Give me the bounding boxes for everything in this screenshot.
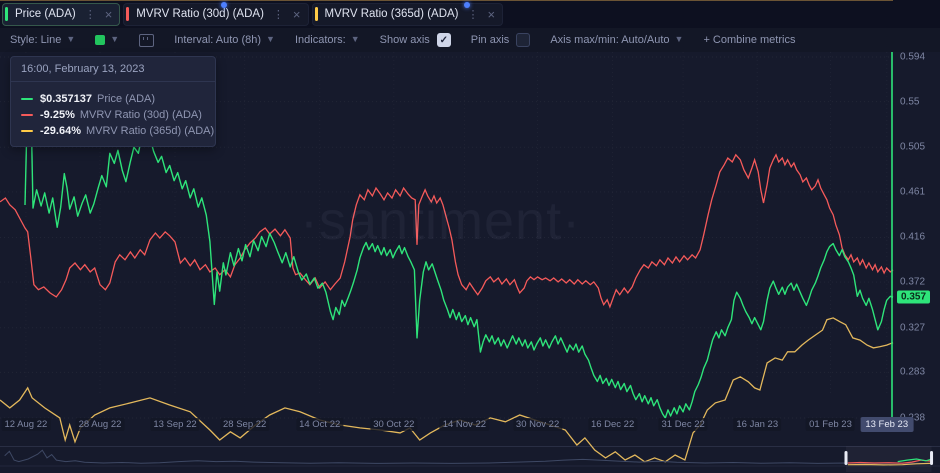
series-dash-icon [21, 98, 33, 100]
navigator-divider [0, 446, 940, 447]
price-tick-label: 0.416 [900, 231, 926, 243]
indicators-label: Indicators: [294, 34, 346, 46]
kebab-menu-icon[interactable]: ⋮ [272, 8, 284, 21]
price-tick-label: 0.594 [900, 51, 926, 63]
date-tick-label: 01 Feb 23 [806, 418, 855, 431]
toolbar: Style: Line ▼ ▼ Interval: Auto (8h) ▼ In… [0, 28, 940, 52]
tooltip-row: $0.357137 Price (ADA) [21, 93, 205, 105]
date-tick-label: 16 Dec 22 [587, 418, 638, 431]
axis-maxmin-label: Axis max/min: Auto/Auto [550, 34, 670, 46]
interval-label: Interval: Auto (8h) [174, 34, 262, 46]
date-tick-label: 28 Sep 22 [220, 418, 270, 431]
cursor-date-badge: 13 Feb 23 [860, 417, 914, 432]
price-tick-label: 0.327 [900, 322, 926, 334]
date-tick-label: 13 Sep 22 [150, 418, 200, 431]
navigator-mini-line [847, 459, 931, 464]
date-tick-label: 12 Aug 22 [1, 418, 51, 431]
chevron-down-icon: ▼ [350, 34, 360, 44]
chevron-down-icon: ▼ [674, 34, 684, 44]
metric-tab-2[interactable]: MVRV Ratio (30d) (ADA) ⋮ × [123, 2, 309, 26]
kebab-menu-icon[interactable]: ⋮ [84, 8, 96, 21]
current-price-badge: 0.357 [897, 290, 931, 304]
tab-label: MVRV Ratio (365d) (ADA) [324, 8, 459, 20]
date-tick-label: 30 Oct 22 [370, 418, 418, 431]
tooltip-metric-name: MVRV Ratio (365d) (ADA) [85, 125, 215, 137]
combine-metrics-label: + Combine metrics [703, 34, 796, 46]
show-axis-toggle[interactable]: Show axis ✓ [380, 33, 451, 47]
style-label: Style: Line [10, 34, 62, 46]
date-tick-label: 16 Jan 23 [733, 418, 782, 431]
pin-axis-toggle[interactable]: Pin axis [471, 33, 531, 47]
metric-color-bar [126, 7, 130, 21]
interval-dropdown[interactable]: Interval: Auto (8h) ▼ [174, 34, 275, 46]
navigator-mini-line [897, 458, 931, 463]
price-tick-label: 0.55 [900, 96, 920, 108]
mvrv365-line [0, 317, 894, 463]
axis-maxmin-dropdown[interactable]: Axis max/min: Auto/Auto ▼ [550, 34, 683, 46]
chart-tooltip: 16:00, February 13, 2023 $0.357137 Price … [10, 56, 216, 147]
indicators-dropdown[interactable]: Indicators: ▼ [295, 34, 360, 46]
notification-dot [221, 2, 227, 8]
price-line [24, 67, 894, 419]
tab-label: MVRV Ratio (30d) (ADA) [136, 8, 264, 20]
metric-tab-1[interactable]: Price (ADA) ⋮ × [2, 2, 121, 26]
tooltip-value: -9.25% [40, 109, 75, 121]
style-dropdown[interactable]: Style: Line ▼ [10, 34, 75, 46]
close-icon[interactable]: × [104, 6, 113, 22]
color-swatch [95, 35, 106, 45]
close-icon[interactable]: × [487, 6, 496, 22]
tooltip-timestamp: 16:00, February 13, 2023 [11, 57, 215, 82]
navigator-mini-line [847, 462, 931, 466]
price-tick-label: 0.505 [900, 141, 926, 153]
navigator-handle[interactable] [844, 451, 848, 465]
pin-axis-label: Pin axis [470, 34, 510, 46]
price-tick-label: 0.461 [900, 186, 926, 198]
navigator-handle[interactable] [930, 451, 934, 465]
chevron-down-icon: ▼ [110, 34, 120, 44]
kebab-menu-icon[interactable]: ⋮ [467, 8, 479, 21]
close-icon[interactable]: × [292, 6, 301, 22]
price-tick-label: 0.372 [900, 276, 926, 288]
mvrv30-line [0, 153, 894, 309]
show-axis-checkbox[interactable]: ✓ [436, 33, 451, 47]
chart-bounds-icon [139, 33, 155, 47]
date-tick-label: 31 Dec 22 [658, 418, 708, 431]
navigator-preview-line [4, 449, 931, 464]
combine-metrics-button[interactable]: + Combine metrics [703, 34, 795, 46]
date-tick-label: 14 Oct 22 [296, 418, 344, 431]
tab-label: Price (ADA) [15, 8, 76, 20]
show-axis-label: Show axis [379, 34, 430, 46]
metric-color-bar [5, 7, 8, 21]
chart-bounds-button[interactable] [139, 33, 155, 47]
color-swatch-dropdown[interactable]: ▼ [95, 34, 120, 45]
date-tick-label: 28 Aug 22 [75, 418, 125, 431]
tab-bar: Price (ADA) ⋮ × MVRV Ratio (30d) (ADA) ⋮ × MVR… [0, 0, 940, 28]
tooltip-row: -9.25% MVRV Ratio (30d) (ADA) [21, 109, 205, 121]
metric-color-bar [314, 7, 318, 21]
tooltip-value: $0.357137 [40, 93, 92, 105]
tooltip-metric-name: MVRV Ratio (30d) (ADA) [79, 109, 202, 121]
chevron-down-icon: ▼ [66, 34, 76, 44]
tooltip-metric-name: Price (ADA) [97, 93, 156, 105]
chevron-down-icon: ▼ [266, 34, 275, 44]
date-tick-label: 30 Nov 22 [512, 418, 563, 431]
date-tick-label: 14 Nov 22 [439, 418, 490, 431]
notification-dot [464, 2, 470, 8]
series-dash-icon [21, 130, 33, 132]
tooltip-row: -29.64% MVRV Ratio (365d) (ADA) [21, 125, 214, 137]
series-dash-icon [21, 114, 33, 116]
price-axis-line [891, 52, 893, 418]
tooltip-value: -29.64% [40, 125, 81, 137]
price-tick-label: 0.283 [900, 366, 926, 378]
pin-axis-checkbox[interactable] [516, 33, 531, 47]
metric-tab-3[interactable]: MVRV Ratio (365d) (ADA) ⋮ × [311, 2, 504, 26]
